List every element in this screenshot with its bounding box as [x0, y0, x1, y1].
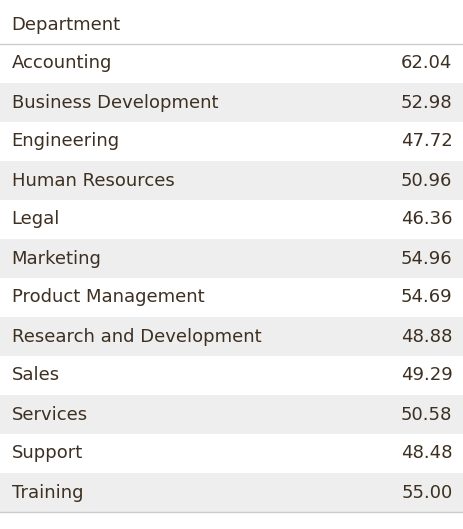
Text: 48.88: 48.88	[400, 327, 451, 345]
Bar	[0, 239, 463, 278]
Text: 50.58: 50.58	[400, 406, 451, 424]
Bar	[0, 395, 463, 434]
Bar	[0, 200, 463, 239]
Text: 52.98: 52.98	[400, 94, 451, 112]
Text: Marketing: Marketing	[12, 250, 101, 268]
Text: Sales: Sales	[12, 367, 60, 385]
Bar	[0, 356, 463, 395]
Text: Accounting: Accounting	[12, 54, 112, 72]
Bar	[0, 434, 463, 473]
Text: Business Development: Business Development	[12, 94, 218, 112]
Text: 55.00: 55.00	[400, 484, 451, 501]
Text: Product Management: Product Management	[12, 288, 204, 306]
Text: 46.36: 46.36	[400, 211, 451, 229]
Text: Legal: Legal	[12, 211, 60, 229]
Bar	[0, 161, 463, 200]
Text: Engineering: Engineering	[12, 132, 119, 150]
Bar	[0, 317, 463, 356]
Bar	[0, 278, 463, 317]
Text: 54.69: 54.69	[400, 288, 451, 306]
Text: 48.48: 48.48	[400, 444, 451, 462]
Text: Department: Department	[12, 16, 120, 34]
Bar	[0, 6, 463, 44]
Text: Training: Training	[12, 484, 83, 501]
Text: 49.29: 49.29	[400, 367, 451, 385]
Bar	[0, 122, 463, 161]
Text: 54.96: 54.96	[400, 250, 451, 268]
Bar	[0, 83, 463, 122]
Text: Human Resources: Human Resources	[12, 171, 174, 189]
Bar	[0, 44, 463, 83]
Text: Services: Services	[12, 406, 88, 424]
Text: 47.72: 47.72	[400, 132, 451, 150]
Text: 62.04: 62.04	[400, 54, 451, 72]
Text: Support: Support	[12, 444, 83, 462]
Text: 50.96: 50.96	[400, 171, 451, 189]
Text: Research and Development: Research and Development	[12, 327, 261, 345]
Bar	[0, 473, 463, 512]
